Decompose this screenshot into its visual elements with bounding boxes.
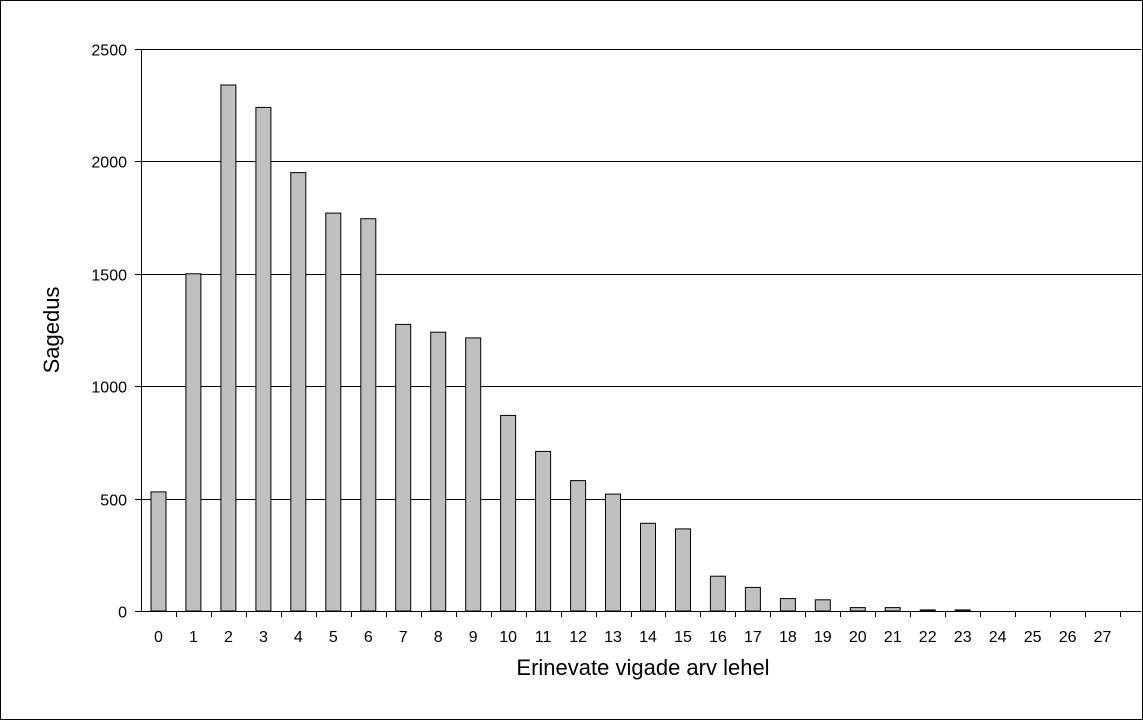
x-tick-label: 16 [709, 629, 727, 646]
gridlines [141, 49, 1141, 500]
bar-4 [290, 172, 307, 612]
x-tick-label: 15 [674, 629, 692, 646]
bar-6 [360, 218, 377, 612]
x-tick-label: 19 [814, 629, 832, 646]
y-tick-label: 1500 [91, 268, 127, 285]
x-tick-label: 0 [154, 629, 163, 646]
bar-20 [849, 607, 866, 612]
x-tick-label: 5 [329, 629, 338, 646]
x-tick-label: 3 [259, 629, 268, 646]
axes [135, 49, 1141, 617]
x-tick-label: 21 [884, 629, 902, 646]
x-tick-label: 8 [434, 629, 443, 646]
x-tick-label: 24 [989, 629, 1007, 646]
x-tick-labels: 0 1 2 3 4 5 6 7 8 9 10 11 12 13 14 15 16 17 18 19 20 21 22 23 24… [154, 629, 1111, 646]
y-axis-title: Sagedus [39, 287, 64, 374]
bar-8 [430, 331, 447, 612]
x-tick-label: 9 [469, 629, 478, 646]
y-tick-label: 1000 [91, 380, 127, 397]
y-tick-label: 2500 [91, 43, 127, 60]
bar-2 [220, 84, 237, 612]
bar-12 [570, 480, 587, 612]
x-tick-label: 4 [294, 629, 303, 646]
bar-14 [640, 522, 656, 612]
y-tick-label: 500 [100, 493, 127, 510]
bar-18 [779, 598, 796, 612]
x-tick-label: 10 [499, 629, 517, 646]
x-tick-label: 27 [1094, 629, 1112, 646]
bar-9 [465, 337, 482, 612]
x-tick-label: 20 [849, 629, 867, 646]
bar-19 [814, 599, 831, 612]
bar-10 [500, 414, 517, 612]
bar-11 [535, 450, 552, 612]
x-tick-label: 26 [1059, 629, 1077, 646]
bar-23 [954, 609, 971, 612]
x-tick-label: 11 [535, 629, 552, 646]
bar-3 [255, 106, 272, 612]
x-tick-label: 14 [639, 629, 657, 646]
x-tick-label: 18 [779, 629, 797, 646]
x-tick-label: 17 [744, 629, 762, 646]
bar-17 [744, 586, 761, 612]
x-axis-title: Erinevate vigade arv lehel [516, 655, 769, 680]
y-tick-label: 0 [118, 605, 127, 622]
x-tick-label: 6 [364, 629, 373, 646]
x-tick-label: 13 [604, 629, 622, 646]
bar-5 [325, 212, 342, 612]
bar-0 [150, 491, 167, 612]
bar-1 [185, 273, 202, 612]
x-tick-label: 1 [189, 629, 198, 646]
bars [150, 84, 971, 612]
x-tick-label: 7 [399, 629, 408, 646]
x-tick-label: 12 [569, 629, 587, 646]
bar-21 [884, 607, 901, 612]
bar-7 [395, 323, 412, 612]
bar-15 [675, 528, 691, 612]
x-tick-label: 25 [1024, 629, 1042, 646]
bar-22 [919, 609, 936, 612]
x-tick-label: 23 [954, 629, 972, 646]
x-tick-label: 2 [224, 629, 233, 646]
bar-16 [709, 575, 726, 612]
y-tick-label: 2000 [91, 155, 127, 172]
y-tick-labels: 0 500 1000 1500 2000 2500 [91, 43, 127, 622]
x-tick-label: 22 [919, 629, 937, 646]
bar-13 [605, 493, 621, 612]
